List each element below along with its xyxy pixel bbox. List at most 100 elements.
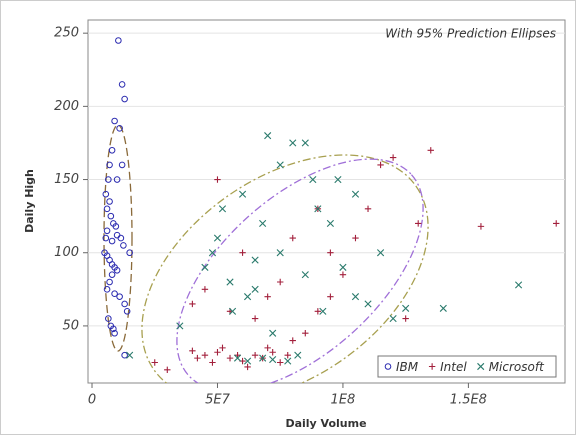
point	[234, 351, 241, 359]
point	[117, 234, 125, 242]
legend-symbol	[428, 363, 436, 370]
point	[123, 307, 131, 315]
point	[301, 271, 309, 279]
point	[339, 271, 347, 278]
point	[339, 263, 347, 271]
point	[115, 37, 122, 44]
point	[201, 286, 209, 293]
point	[327, 293, 334, 300]
x-tick-label: 5E7	[205, 393, 230, 408]
point	[289, 139, 297, 147]
point	[514, 281, 523, 289]
point	[243, 293, 252, 301]
point	[264, 132, 272, 140]
point	[102, 234, 110, 242]
point	[151, 359, 158, 366]
point	[251, 351, 259, 359]
point	[314, 205, 322, 213]
point	[402, 304, 410, 312]
point	[415, 220, 422, 227]
point	[243, 357, 252, 365]
point	[118, 81, 126, 88]
x-axis-label: Daily Volume	[285, 417, 366, 430]
point	[276, 249, 284, 257]
point	[352, 234, 359, 242]
point	[118, 161, 126, 169]
point	[126, 351, 134, 359]
y-axis-label: Daily High	[23, 169, 36, 233]
point	[106, 161, 113, 169]
point	[201, 351, 209, 359]
point	[105, 176, 112, 183]
x-tick-label: 0	[88, 393, 96, 408]
point	[251, 315, 259, 322]
point	[259, 219, 267, 228]
point	[377, 161, 384, 169]
point	[314, 308, 322, 315]
point	[351, 293, 360, 301]
point	[389, 315, 397, 323]
point	[269, 349, 276, 356]
intel-ellipse	[141, 154, 429, 383]
point	[105, 315, 112, 322]
point	[264, 344, 271, 352]
point	[213, 234, 222, 242]
point	[121, 351, 128, 359]
point	[194, 354, 201, 362]
microsoft-ellipse	[176, 158, 424, 383]
point	[226, 354, 234, 362]
point	[106, 278, 113, 286]
point	[102, 190, 110, 198]
y-tick-label: 150	[54, 172, 79, 187]
point	[364, 205, 372, 213]
point	[108, 146, 116, 154]
point	[233, 354, 242, 362]
point	[284, 351, 291, 359]
point	[103, 227, 111, 235]
point	[269, 355, 277, 364]
point	[427, 147, 434, 154]
point	[276, 161, 284, 169]
y-tick-label: 50	[62, 318, 79, 333]
point	[294, 351, 302, 359]
points	[101, 37, 560, 374]
point	[251, 285, 259, 293]
legend-label: IBM	[396, 360, 419, 374]
point	[111, 290, 118, 298]
point	[116, 293, 123, 300]
point	[277, 278, 284, 286]
point	[110, 325, 117, 333]
legend-box	[377, 355, 557, 378]
grid	[88, 32, 565, 327]
point	[176, 322, 184, 330]
point	[302, 330, 309, 337]
point	[244, 363, 251, 371]
point	[238, 190, 247, 198]
x-tick-label: 1E8	[331, 393, 356, 408]
point	[553, 220, 560, 227]
point	[189, 347, 196, 354]
point	[108, 271, 116, 278]
point	[284, 357, 292, 365]
legend: IBM Intel Microsoft	[377, 355, 557, 378]
plot-area	[87, 19, 566, 384]
point	[239, 249, 246, 256]
point	[189, 300, 196, 308]
point	[309, 175, 317, 184]
annotation: With 95% Prediction Ellipses	[385, 27, 556, 41]
point	[111, 329, 118, 337]
y-tick-label: 200	[54, 99, 79, 114]
point	[364, 300, 372, 308]
point	[106, 198, 113, 205]
point	[439, 304, 447, 312]
point	[214, 349, 221, 356]
point	[264, 293, 271, 300]
point	[326, 219, 334, 228]
point	[126, 249, 133, 257]
point	[121, 300, 128, 308]
point	[214, 176, 221, 183]
y-tick-label: 250	[54, 26, 79, 41]
point	[477, 223, 485, 230]
point	[228, 307, 237, 315]
